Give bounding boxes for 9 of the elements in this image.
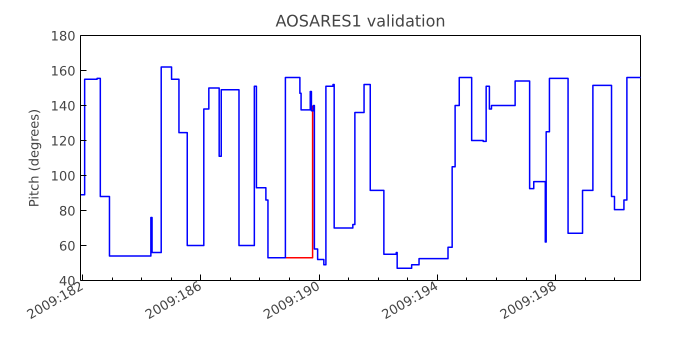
y-tick-label: 140 xyxy=(50,100,76,114)
y-tick-label: 100 xyxy=(50,170,76,184)
chart-title: AOSARES1 validation xyxy=(275,12,446,30)
y-tick-label: 160 xyxy=(50,64,76,80)
y-tick-label: 80 xyxy=(58,204,76,220)
y-tick-label: 120 xyxy=(50,134,76,150)
y-axis-title: Pitch (degrees) xyxy=(28,108,43,208)
y-tick-label: 180 xyxy=(50,30,76,44)
y-tick-label: 60 xyxy=(58,240,76,254)
